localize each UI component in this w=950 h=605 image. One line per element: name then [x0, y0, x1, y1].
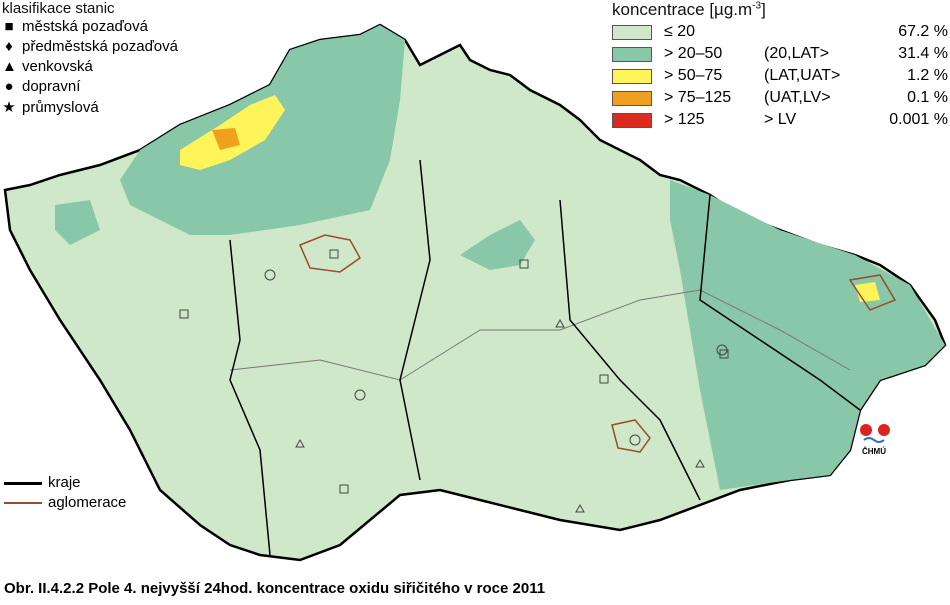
classification-item: ● dopravní — [2, 78, 80, 95]
agglomeration-praha — [299, 234, 361, 273]
legend-class: > 75–125 (UAT,LV> 0.1 % — [612, 89, 948, 109]
station-markers — [179, 249, 729, 513]
legend-share: 0.1 % — [907, 89, 948, 106]
legend-range: > 125 — [664, 111, 705, 128]
zone-20-50-central — [460, 220, 535, 270]
zone-75-125 — [212, 128, 240, 150]
figure-caption: Obr. II.4.2.2 Pole 4. nejvyšší 24hod. ko… — [4, 580, 546, 597]
legend-class: ≤ 20 67.2 % — [612, 23, 948, 43]
legend-category: > LV — [764, 111, 797, 128]
square-icon: ■ — [4, 18, 14, 35]
svg-text:ČHMÚ: ČHMÚ — [862, 447, 886, 456]
legend-swatch — [612, 91, 652, 106]
legend-class: > 20–50 (20,LAT> 31.4 % — [612, 45, 948, 65]
legend-category: (UAT,LV> — [764, 89, 831, 106]
classification-label: městská pozaďová — [22, 18, 148, 35]
classification-label: předměstská pozaďová — [22, 38, 178, 55]
diamond-icon: ♦ — [5, 38, 13, 55]
triangle-icon: ▲ — [2, 58, 17, 75]
legend-range: > 75–125 — [664, 89, 732, 106]
legend-category: (20,LAT> — [764, 45, 830, 62]
legend-share: 1.2 % — [907, 67, 948, 84]
legend-class: > 125 > LV 0.001 % — [612, 111, 948, 131]
legend-aglomerace: aglomerace — [4, 494, 126, 511]
classification-label: venkovská — [22, 58, 93, 75]
classification-label: průmyslová — [22, 99, 99, 116]
legend-swatch — [612, 47, 652, 62]
circle-icon: ● — [4, 78, 14, 95]
region-boundaries — [399, 159, 431, 481]
agglomeration-ostrava — [848, 274, 897, 311]
legend-share: 67.2 % — [898, 23, 948, 40]
legend-category: (LAT,UAT> — [764, 67, 841, 84]
star-icon: ★ — [2, 99, 16, 116]
zone-20-50-east — [670, 180, 945, 490]
legend-range: > 50–75 — [664, 67, 723, 84]
classification-item: ▲ venkovská — [2, 58, 93, 75]
classification-title: klasifikace stanic — [2, 0, 115, 17]
legend-swatch — [612, 69, 652, 84]
classification-label: dopravní — [22, 78, 81, 95]
legend-share: 31.4 % — [898, 45, 948, 62]
classification-item: ■ městská pozaďová — [2, 18, 148, 35]
legend-range: > 20–50 — [664, 45, 723, 62]
region-boundaries — [699, 194, 861, 411]
legend-class: > 50–75 (LAT,UAT> 1.2 % — [612, 67, 948, 87]
legend-range: ≤ 20 — [664, 23, 696, 40]
chmu-logo: ČHMÚ — [860, 424, 890, 456]
legend-share: 0.001 % — [889, 111, 948, 128]
classification-item: ★ průmyslová — [2, 98, 99, 116]
region-boundaries — [229, 239, 271, 556]
region-boundaries — [559, 199, 701, 501]
legend-swatch — [612, 25, 652, 40]
zone-20-50-west — [55, 200, 100, 245]
agglomeration-brno — [611, 419, 651, 453]
classification-item: ♦ předměstská pozaďová — [2, 38, 178, 55]
legend-swatch — [612, 113, 652, 128]
legend-kraje: kraje — [4, 474, 81, 491]
region-boundaries — [229, 289, 851, 381]
legend-title: koncentrace [µg.m-3] — [612, 0, 766, 19]
